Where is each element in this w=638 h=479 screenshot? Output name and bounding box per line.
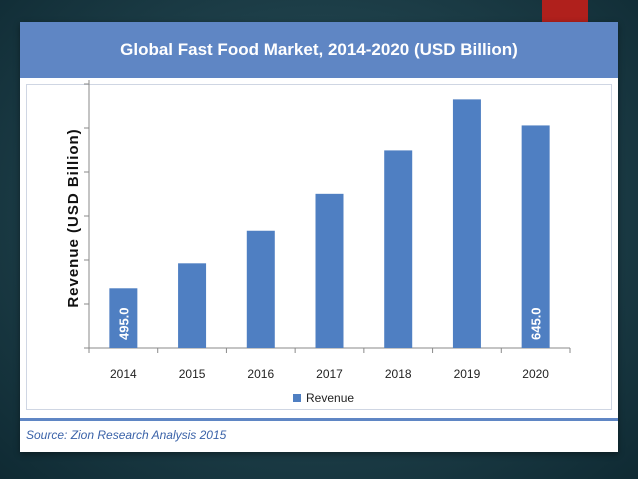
title-banner: Global Fast Food Market, 2014-2020 (USD … [20, 22, 618, 78]
accent-tab [542, 0, 588, 24]
source-note: Source: Zion Research Analysis 2015 [26, 428, 227, 442]
data-label: 495.0 [116, 307, 131, 340]
bar-2017 [315, 193, 344, 348]
bar-chart: 2014 495.0 2015 2016 2017 2018 2019 2020 645.0 Re… [65, 80, 571, 405]
bar-2016 [246, 230, 275, 348]
x-tick-label: 2014 [110, 367, 137, 381]
x-tick-label: 2020 [522, 367, 549, 381]
legend-swatch [293, 394, 301, 402]
x-tick-label: 2015 [179, 367, 206, 381]
chart-card: Global Fast Food Market, 2014-2020 (USD … [20, 22, 618, 452]
x-tick-label: 2019 [454, 367, 481, 381]
legend-label: Revenue [306, 391, 354, 405]
source-bar: Source: Zion Research Analysis 2015 [20, 418, 618, 455]
bar-2015 [178, 263, 207, 348]
bar-2020 [521, 125, 550, 348]
data-label: 645.0 [529, 307, 544, 340]
plot-frame [26, 84, 612, 410]
y-axis-label: Revenue (USD Billion) [65, 128, 82, 307]
x-tick-label: 2017 [316, 367, 343, 381]
bar-2018 [384, 150, 413, 348]
bar-2014 [109, 288, 138, 348]
chart-title: Global Fast Food Market, 2014-2020 (USD … [120, 40, 518, 59]
x-tick-label: 2016 [247, 367, 274, 381]
x-tick-label: 2018 [385, 367, 412, 381]
bar-2019 [452, 99, 481, 348]
